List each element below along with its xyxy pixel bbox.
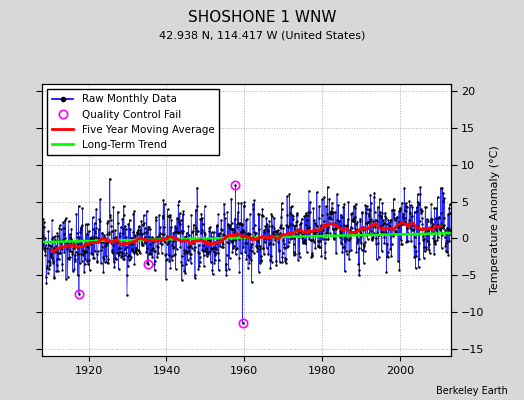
Text: 42.938 N, 114.417 W (United States): 42.938 N, 114.417 W (United States) xyxy=(159,30,365,40)
Legend: Raw Monthly Data, Quality Control Fail, Five Year Moving Average, Long-Term Tren: Raw Monthly Data, Quality Control Fail, … xyxy=(47,89,220,155)
Text: SHOSHONE 1 WNW: SHOSHONE 1 WNW xyxy=(188,10,336,25)
Y-axis label: Temperature Anomaly (°C): Temperature Anomaly (°C) xyxy=(490,146,500,294)
Text: Berkeley Earth: Berkeley Earth xyxy=(436,386,508,396)
